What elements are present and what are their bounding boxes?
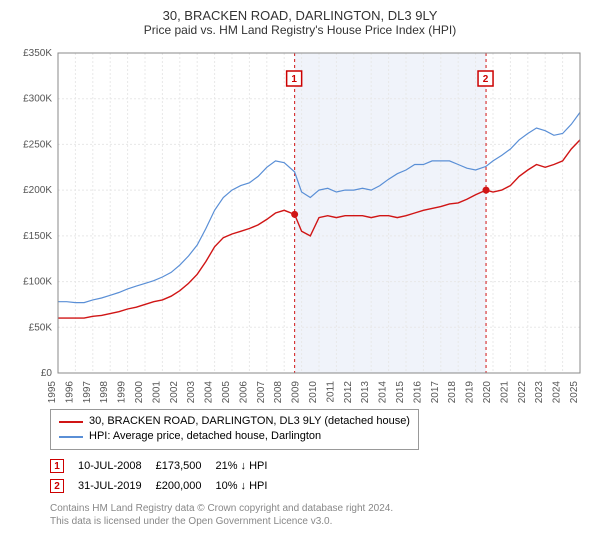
legend-row: 30, BRACKEN ROAD, DARLINGTON, DL3 9LY (d… xyxy=(59,414,410,429)
svg-text:£50K: £50K xyxy=(29,322,53,333)
svg-text:£0: £0 xyxy=(41,368,53,379)
svg-text:2003: 2003 xyxy=(186,381,197,403)
legend-label: 30, BRACKEN ROAD, DARLINGTON, DL3 9LY (d… xyxy=(89,414,410,429)
svg-text:2006: 2006 xyxy=(238,381,249,403)
chart-subtitle: Price paid vs. HM Land Registry's House … xyxy=(10,23,590,37)
transaction-delta: 10% ↓ HPI xyxy=(215,476,281,496)
legend: 30, BRACKEN ROAD, DARLINGTON, DL3 9LY (d… xyxy=(50,409,419,450)
svg-text:1998: 1998 xyxy=(99,381,110,403)
transaction-marker: 1 xyxy=(50,459,64,473)
line-chart: £0 £50K £100K £150K £200K £250K £300K £350K 1995… xyxy=(10,43,590,403)
svg-text:2004: 2004 xyxy=(204,381,215,403)
svg-text:2024: 2024 xyxy=(552,381,563,403)
svg-text:1997: 1997 xyxy=(82,381,93,403)
svg-text:2013: 2013 xyxy=(360,381,371,403)
transaction-date: 10-JUL-2008 xyxy=(78,456,156,476)
svg-text:2015: 2015 xyxy=(395,381,406,403)
svg-text:2012: 2012 xyxy=(343,381,354,403)
footer: Contains HM Land Registry data © Crown c… xyxy=(50,502,590,528)
transaction-date: 31-JUL-2019 xyxy=(78,476,156,496)
svg-text:£200K: £200K xyxy=(23,185,52,196)
chart-title: 30, BRACKEN ROAD, DARLINGTON, DL3 9LY xyxy=(10,8,590,23)
svg-text:2018: 2018 xyxy=(447,381,458,403)
svg-text:£350K: £350K xyxy=(23,48,52,59)
svg-text:2008: 2008 xyxy=(273,381,284,403)
svg-text:2023: 2023 xyxy=(534,381,545,403)
svg-text:£300K: £300K xyxy=(23,94,52,105)
chart-container: 30, BRACKEN ROAD, DARLINGTON, DL3 9LY Pr… xyxy=(0,0,600,532)
svg-text:2022: 2022 xyxy=(517,381,528,403)
svg-text:2011: 2011 xyxy=(325,381,336,403)
svg-text:2002: 2002 xyxy=(169,381,180,403)
svg-text:2010: 2010 xyxy=(308,381,319,403)
transaction-price: £173,500 xyxy=(156,456,216,476)
svg-text:£250K: £250K xyxy=(23,139,52,150)
svg-text:1995: 1995 xyxy=(47,381,58,403)
transaction-delta: 21% ↓ HPI xyxy=(215,456,281,476)
svg-text:2: 2 xyxy=(483,74,489,85)
transaction-price: £200,000 xyxy=(156,476,216,496)
svg-text:£150K: £150K xyxy=(23,231,52,242)
svg-text:1999: 1999 xyxy=(117,381,128,403)
svg-text:2019: 2019 xyxy=(465,381,476,403)
svg-text:2001: 2001 xyxy=(151,381,162,403)
chart-area: £0 £50K £100K £150K £200K £250K £300K £350K 1995… xyxy=(10,43,590,403)
footer-line: Contains HM Land Registry data © Crown c… xyxy=(50,502,590,515)
legend-swatch xyxy=(59,421,83,423)
svg-text:2005: 2005 xyxy=(221,381,232,403)
svg-text:2016: 2016 xyxy=(412,381,423,403)
svg-text:2021: 2021 xyxy=(499,381,510,403)
svg-text:2007: 2007 xyxy=(256,381,267,403)
legend-row: HPI: Average price, detached house, Darl… xyxy=(59,429,410,444)
svg-text:2025: 2025 xyxy=(569,381,580,403)
svg-text:£100K: £100K xyxy=(23,277,52,288)
svg-text:1996: 1996 xyxy=(64,381,75,403)
transaction-marker: 2 xyxy=(50,479,64,493)
transaction-row: 2 31-JUL-2019£200,00010% ↓ HPI xyxy=(50,476,281,496)
svg-text:2009: 2009 xyxy=(291,381,302,403)
legend-label: HPI: Average price, detached house, Darl… xyxy=(89,429,321,444)
svg-text:1: 1 xyxy=(291,74,297,85)
svg-text:2017: 2017 xyxy=(430,381,441,403)
footer-line: This data is licensed under the Open Gov… xyxy=(50,515,590,528)
svg-text:2020: 2020 xyxy=(482,381,493,403)
svg-text:2014: 2014 xyxy=(378,381,389,403)
transactions-table: 1 10-JUL-2008£173,50021% ↓ HPI 2 31-JUL-201… xyxy=(50,456,281,496)
legend-swatch xyxy=(59,436,83,438)
transaction-row: 1 10-JUL-2008£173,50021% ↓ HPI xyxy=(50,456,281,476)
svg-text:2000: 2000 xyxy=(134,381,145,403)
